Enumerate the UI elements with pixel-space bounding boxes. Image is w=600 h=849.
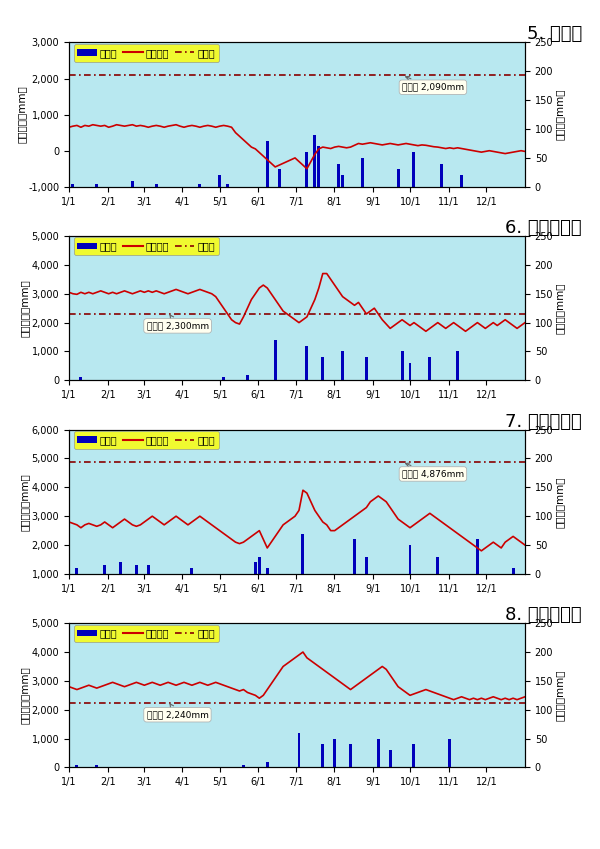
- Bar: [321, 745, 324, 767]
- Y-axis label: 地下水位（mm）: 地下水位（mm）: [20, 279, 30, 337]
- Bar: [199, 184, 202, 187]
- Text: 8. 神拝小学校: 8. 神拝小学校: [505, 606, 582, 624]
- Bar: [266, 568, 269, 574]
- Bar: [266, 141, 269, 187]
- Bar: [456, 351, 459, 380]
- Y-axis label: 地下水位（mm）: 地下水位（mm）: [20, 666, 30, 724]
- Bar: [409, 545, 412, 574]
- Y-axis label: 降水量（mm）: 降水量（mm）: [555, 670, 565, 721]
- Bar: [254, 562, 257, 574]
- Bar: [147, 565, 150, 574]
- Bar: [155, 184, 158, 187]
- Bar: [333, 739, 336, 767]
- Bar: [436, 557, 439, 574]
- Bar: [298, 733, 301, 767]
- Bar: [341, 351, 344, 380]
- Bar: [305, 152, 308, 187]
- Bar: [353, 539, 356, 574]
- Text: 地盤高 4,876mm: 地盤高 4,876mm: [402, 463, 464, 479]
- Text: 6. 玉津小学校: 6. 玉津小学校: [505, 219, 582, 237]
- Bar: [266, 762, 269, 767]
- Y-axis label: 地下水位（mm）: 地下水位（mm）: [20, 473, 30, 531]
- Bar: [448, 739, 451, 767]
- Bar: [258, 557, 261, 574]
- Bar: [226, 184, 229, 187]
- Bar: [95, 184, 98, 187]
- Bar: [321, 357, 324, 380]
- Bar: [397, 170, 400, 187]
- Bar: [409, 363, 412, 380]
- Y-axis label: 降水量（mm）: 降水量（mm）: [555, 283, 565, 334]
- Y-axis label: 降水量（mm）: 降水量（mm）: [555, 476, 565, 527]
- Bar: [119, 562, 122, 574]
- Bar: [135, 565, 138, 574]
- Bar: [76, 568, 79, 574]
- Legend: 降水量, 地下水位, 地盤高: 降水量, 地下水位, 地盤高: [74, 238, 219, 256]
- Bar: [131, 181, 134, 187]
- Bar: [317, 146, 320, 187]
- Bar: [349, 745, 352, 767]
- Legend: 降水量, 地下水位, 地盤高: 降水量, 地下水位, 地盤高: [74, 625, 219, 643]
- Text: 地盤高 2,300mm: 地盤高 2,300mm: [146, 315, 209, 330]
- Bar: [361, 158, 364, 187]
- Legend: 降水量, 地下水位, 地盤高: 降水量, 地下水位, 地盤高: [74, 431, 219, 449]
- Bar: [428, 357, 431, 380]
- Bar: [512, 568, 515, 574]
- Bar: [71, 184, 74, 187]
- Bar: [341, 175, 344, 187]
- Y-axis label: 地下水位（mm）: 地下水位（mm）: [17, 86, 27, 143]
- Y-axis label: 降水量（mm）: 降水量（mm）: [555, 89, 565, 140]
- Bar: [412, 745, 415, 767]
- Bar: [305, 346, 308, 380]
- Bar: [389, 751, 392, 767]
- Bar: [76, 765, 79, 767]
- Bar: [313, 135, 316, 187]
- Bar: [274, 340, 277, 380]
- Bar: [242, 765, 245, 767]
- Bar: [278, 170, 281, 187]
- Bar: [476, 539, 479, 574]
- Bar: [301, 533, 304, 574]
- Bar: [190, 568, 193, 574]
- Bar: [440, 164, 443, 187]
- Text: 地盤高 2,240mm: 地盤高 2,240mm: [146, 704, 208, 719]
- Bar: [79, 378, 82, 380]
- Bar: [222, 378, 225, 380]
- Bar: [365, 357, 368, 380]
- Bar: [365, 557, 368, 574]
- Text: 7. 大町小学校: 7. 大町小学校: [505, 413, 582, 430]
- Bar: [460, 175, 463, 187]
- Bar: [377, 739, 380, 767]
- Bar: [218, 175, 221, 187]
- Bar: [103, 565, 106, 574]
- Bar: [412, 152, 415, 187]
- Bar: [95, 765, 98, 767]
- Text: 5. 三本松: 5. 三本松: [527, 25, 582, 43]
- Bar: [337, 164, 340, 187]
- Legend: 降水量, 地下水位, 地盤高: 降水量, 地下水位, 地盤高: [74, 44, 219, 62]
- Bar: [246, 374, 249, 380]
- Text: 地盤高 2,090mm: 地盤高 2,090mm: [402, 76, 464, 92]
- Bar: [401, 351, 404, 380]
